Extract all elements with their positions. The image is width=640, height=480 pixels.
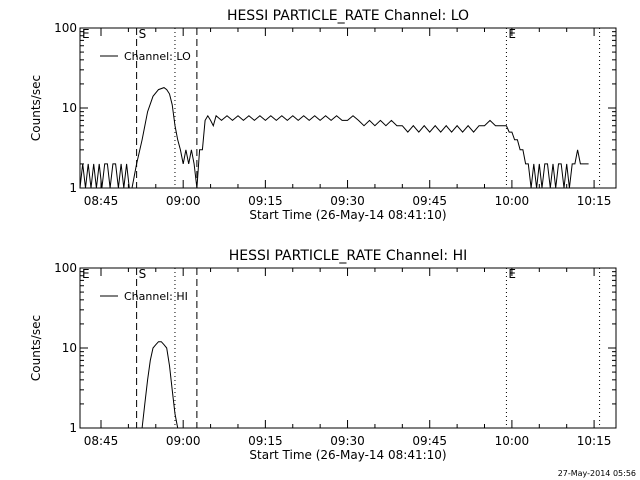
y-tick-label: 1: [69, 421, 77, 435]
series-line: [141, 341, 179, 429]
y-tick-label: 1: [69, 181, 77, 195]
x-tick-label: 09:30: [330, 434, 365, 448]
x-tick-label: 09:45: [412, 434, 447, 448]
event-marker-label: E: [508, 267, 516, 281]
x-tick-label: 10:15: [577, 194, 612, 208]
x-tick-label: 09:00: [166, 194, 201, 208]
legend-label: Channel: LO: [124, 50, 191, 63]
x-tick-label: 10:00: [495, 434, 530, 448]
y-tick-label: 10: [62, 101, 77, 115]
x-tick-label: 10:00: [495, 194, 530, 208]
event-marker-label: E: [508, 27, 516, 41]
event-marker-label: S: [139, 267, 147, 281]
x-tick-label: 09:45: [412, 194, 447, 208]
y-axis-label: Counts/sec: [29, 315, 43, 381]
x-tick-label: 09:30: [330, 194, 365, 208]
y-tick-label: 100: [54, 261, 77, 275]
footer-timestamp: 27-May-2014 05:56: [557, 469, 636, 478]
x-axis-label: Start Time (26-May-14 08:41:10): [249, 448, 446, 462]
legend-label: Channel: HI: [124, 290, 188, 303]
x-tick-label: 09:15: [248, 434, 283, 448]
x-tick-label: 09:00: [166, 434, 201, 448]
event-marker-label: E: [82, 27, 90, 41]
x-tick-label: 09:15: [248, 194, 283, 208]
y-axis-label: Counts/sec: [29, 75, 43, 141]
x-tick-label: 10:15: [577, 434, 612, 448]
x-axis-label: Start Time (26-May-14 08:41:10): [249, 208, 446, 222]
event-marker-label: E: [82, 267, 90, 281]
chart-title: HESSI PARTICLE_RATE Channel: LO: [227, 8, 469, 24]
x-tick-label: 08:45: [84, 434, 119, 448]
event-marker-label: S: [139, 27, 147, 41]
y-tick-label: 10: [62, 341, 77, 355]
x-tick-label: 08:45: [84, 194, 119, 208]
y-tick-label: 100: [54, 21, 77, 35]
series-line: [79, 87, 589, 189]
chart-title: HESSI PARTICLE_RATE Channel: HI: [229, 248, 467, 264]
